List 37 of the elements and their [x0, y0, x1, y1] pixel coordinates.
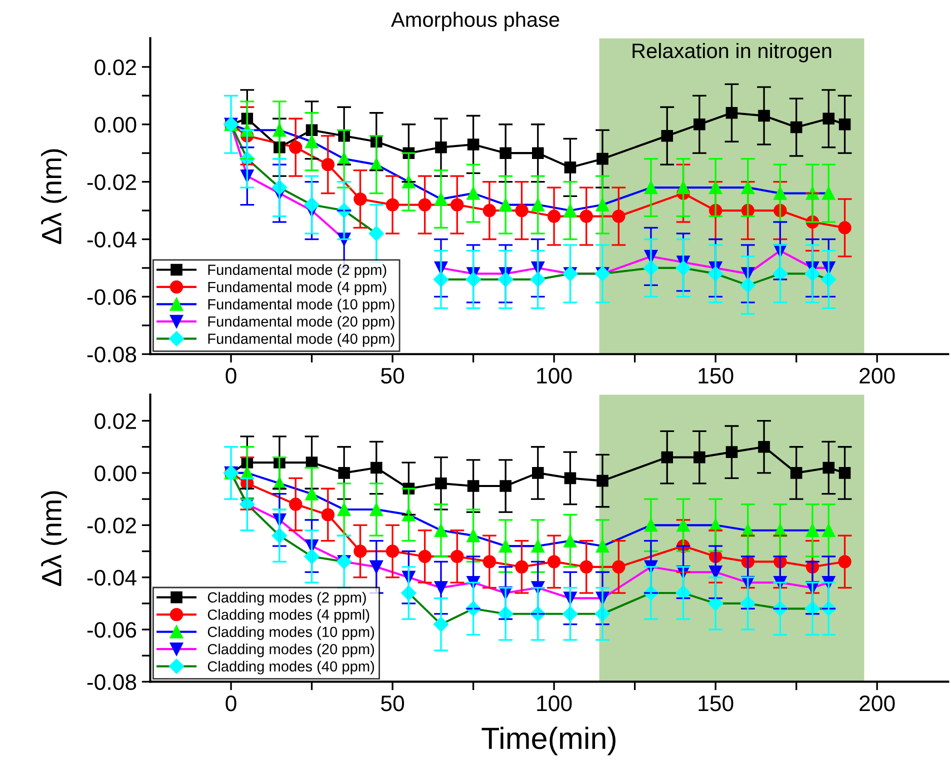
- x-tick-label: 100: [537, 368, 572, 384]
- y-tick-label: -0.02: [87, 518, 136, 534]
- legend-label: Fundamental mode (4 ppm): [208, 282, 386, 296]
- y-tick-label: -0.04: [87, 570, 136, 586]
- y-tick-label: 0.00: [94, 466, 136, 482]
- x-tick-label: 0: [226, 696, 236, 712]
- y-axis-title: Δλ (nm): [41, 149, 67, 244]
- y-tick-label: -0.04: [87, 232, 136, 248]
- legend-label: Cladding modes (20 ppm): [208, 644, 374, 658]
- legend-label: Cladding modes (10 ppm): [208, 626, 374, 640]
- y-tick-label: -0.02: [87, 174, 136, 190]
- y-tick-label: -0.06: [87, 289, 136, 305]
- chart-title: Amorphous phase: [391, 12, 560, 32]
- x-tick-label: 200: [860, 696, 895, 712]
- legend-label: Fundamental mode (20 ppm): [208, 316, 394, 330]
- x-tick-label: 0: [226, 368, 236, 384]
- legend-label: Cladding modes (2 ppm): [208, 592, 366, 606]
- y-tick-label: -0.06: [87, 622, 136, 638]
- x-tick-label: 50: [381, 696, 404, 712]
- x-tick-label: 200: [860, 368, 895, 384]
- legend-label: Cladding modes (40 ppm): [208, 660, 374, 674]
- legend-label: Cladding modes (4 ppml): [208, 609, 370, 623]
- x-tick-label: 150: [698, 368, 734, 384]
- y-tick-label: 0.00: [94, 116, 136, 133]
- y-tick-label: -0.08: [87, 674, 136, 690]
- y-tick-label: 0.02: [94, 59, 136, 76]
- x-axis-title: Time(min): [482, 726, 616, 756]
- legend-label: Fundamental mode (2 ppm): [208, 264, 386, 278]
- y-tick-label: -0.08: [87, 346, 136, 362]
- x-tick-label: 100: [537, 696, 572, 712]
- y-axis-title: Δλ (nm): [41, 491, 67, 586]
- x-tick-label: 50: [381, 368, 404, 384]
- x-tick-label: 150: [698, 696, 734, 712]
- y-tick-label: 0.02: [94, 413, 136, 430]
- legend-label: Fundamental mode (40 ppm): [208, 333, 394, 347]
- band-label: Relaxation in nitrogen: [632, 42, 832, 62]
- legend-label: Fundamental mode (10 ppm): [208, 298, 394, 312]
